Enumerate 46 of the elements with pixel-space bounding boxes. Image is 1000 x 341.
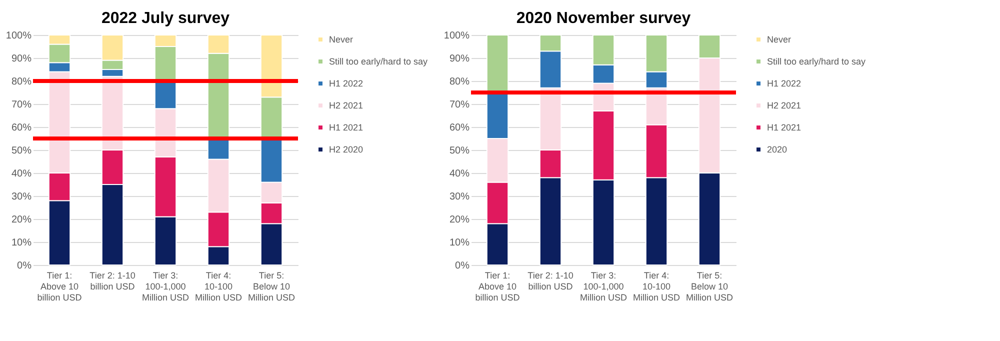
y-tick-label: 100% bbox=[444, 30, 470, 42]
y-tick-label: 30% bbox=[11, 192, 32, 202]
y-tick-label: 70% bbox=[449, 100, 470, 110]
y-tick-label: 20% bbox=[11, 214, 32, 226]
y-tick-label: 60% bbox=[449, 122, 470, 134]
y-tick-label: 100% bbox=[6, 30, 32, 42]
x-tick-label: Tier 1: Above 10 billion USD bbox=[475, 270, 520, 302]
x-tick-label: Tier 4: 10-100 Million USD bbox=[632, 270, 680, 302]
y-tick-label: 10% bbox=[449, 238, 470, 248]
y-tick-label: 80% bbox=[449, 76, 470, 88]
x-tick-label: Tier 4: 10-100 Million USD bbox=[194, 270, 242, 302]
legend-label: H1 2021 bbox=[767, 122, 802, 132]
y-tick-label: 80% bbox=[11, 76, 32, 88]
y-tick-label: 70% bbox=[11, 100, 32, 110]
legend-label: H1 2022 bbox=[329, 78, 364, 88]
y-tick-label: 90% bbox=[11, 54, 32, 64]
y-tick-label: 40% bbox=[11, 168, 32, 180]
legend-label: H2 2021 bbox=[767, 100, 802, 110]
y-tick-label: 60% bbox=[11, 122, 32, 134]
y-tick-label: 50% bbox=[11, 146, 32, 156]
y-tick-label: 30% bbox=[449, 192, 470, 202]
legend-label: 2020 bbox=[767, 144, 788, 154]
x-tick-label: Tier 1: Above 10 billion USD bbox=[37, 270, 82, 302]
y-tick-label: 0% bbox=[17, 260, 32, 272]
x-tick-label: Tier 5: Below 10 Million USD bbox=[248, 270, 296, 302]
x-tick-label: Tier 3: 100-1,000 Million USD bbox=[142, 270, 190, 302]
legend-label: H2 2020 bbox=[329, 144, 364, 154]
y-tick-label: 0% bbox=[455, 260, 470, 272]
legend-label: Still too early/hard to say bbox=[767, 56, 866, 66]
y-tick-label: 90% bbox=[449, 54, 470, 64]
chart-title: 2020 November survey bbox=[516, 10, 691, 27]
legend-label: H1 2022 bbox=[767, 78, 802, 88]
x-tick-label: Tier 3: 100-1,000 Million USD bbox=[580, 270, 628, 302]
legend-label: Still too early/hard to say bbox=[329, 56, 428, 66]
legend-label: Never bbox=[329, 34, 354, 44]
x-tick-label: Tier 2: 1-10 billion USD bbox=[90, 270, 136, 292]
legend-label: H2 2021 bbox=[329, 100, 364, 110]
legend-label: H1 2021 bbox=[329, 122, 364, 132]
y-tick-label: 50% bbox=[449, 146, 470, 156]
y-tick-label: 40% bbox=[449, 168, 470, 180]
x-tick-label: Tier 2: 1-10 billion USD bbox=[528, 270, 574, 292]
y-tick-label: 10% bbox=[11, 238, 32, 248]
legend-label: Never bbox=[767, 34, 792, 44]
x-tick-label: Tier 5: Below 10 Million USD bbox=[686, 270, 734, 302]
chart-title: 2022 July survey bbox=[101, 10, 230, 27]
y-tick-label: 20% bbox=[449, 214, 470, 226]
